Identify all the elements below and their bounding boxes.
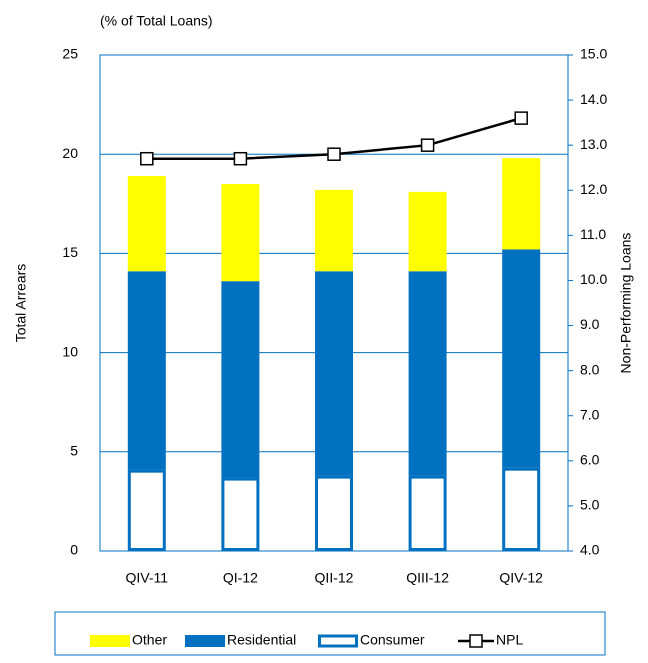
x-tick-label: QIV-11 xyxy=(126,570,169,586)
bar-segment xyxy=(408,475,447,551)
bar-segment xyxy=(127,271,166,470)
bar-segment xyxy=(408,191,447,272)
legend-label: Consumer xyxy=(360,632,425,648)
bar-segment xyxy=(408,271,447,476)
line-marker xyxy=(514,111,528,125)
legend-swatch xyxy=(90,635,130,647)
y2-tick-label: 9.0 xyxy=(580,316,600,332)
y2-tick-label: 8.0 xyxy=(580,361,600,377)
legend-swatch xyxy=(318,634,358,648)
y2-tick-label: 7.0 xyxy=(580,406,600,422)
chart-subtitle: (% of Total Loans) xyxy=(100,13,213,29)
bar-segment xyxy=(315,475,353,551)
line-marker xyxy=(233,151,248,166)
x-tick-label: QI-12 xyxy=(223,570,258,586)
legend-marker xyxy=(469,634,483,648)
bar-segment xyxy=(221,281,260,478)
legend-label: Residential xyxy=(227,632,296,648)
bar-segment xyxy=(127,176,166,272)
bar-segment xyxy=(127,469,166,552)
y2-tick-label: 12.0 xyxy=(580,181,607,197)
y2-tick-label: 10.0 xyxy=(580,271,607,287)
legend-label: Other xyxy=(132,632,167,648)
y2-axis-title: Non-Performing Loans xyxy=(618,233,634,374)
bar-segment xyxy=(502,249,541,468)
bar-segment xyxy=(502,158,541,250)
line-marker xyxy=(140,151,154,166)
y-tick-label: 5 xyxy=(70,443,78,459)
y2-tick-label: 13.0 xyxy=(580,136,607,152)
y-tick-label: 20 xyxy=(62,145,78,161)
y2-tick-label: 5.0 xyxy=(580,497,600,513)
y-tick-label: 15 xyxy=(62,244,78,260)
bar-segment xyxy=(315,189,353,272)
bar-segment xyxy=(502,467,541,551)
line-marker xyxy=(420,138,435,152)
y-tick-label: 0 xyxy=(70,542,78,558)
x-tick-label: QIV-12 xyxy=(499,570,543,586)
y2-tick-label: 6.0 xyxy=(580,452,600,468)
legend-label: NPL xyxy=(496,632,523,648)
y2-tick-label: 14.0 xyxy=(580,91,607,107)
y-tick-label: 25 xyxy=(62,46,78,62)
x-tick-label: QII-12 xyxy=(315,570,354,586)
y-axis-title: Total Arrears xyxy=(13,264,29,343)
line-marker xyxy=(327,147,341,161)
y2-tick-label: 4.0 xyxy=(580,542,600,558)
y-tick-label: 10 xyxy=(62,343,78,359)
legend-box xyxy=(54,611,606,656)
bar-segment xyxy=(221,183,260,282)
x-tick-label: QIII-12 xyxy=(406,570,449,586)
y2-tick-label: 15.0 xyxy=(580,46,607,62)
legend-swatch xyxy=(185,635,225,647)
bar-segment xyxy=(315,271,353,476)
y2-tick-label: 11.0 xyxy=(580,226,606,242)
bar-segment xyxy=(221,477,260,552)
